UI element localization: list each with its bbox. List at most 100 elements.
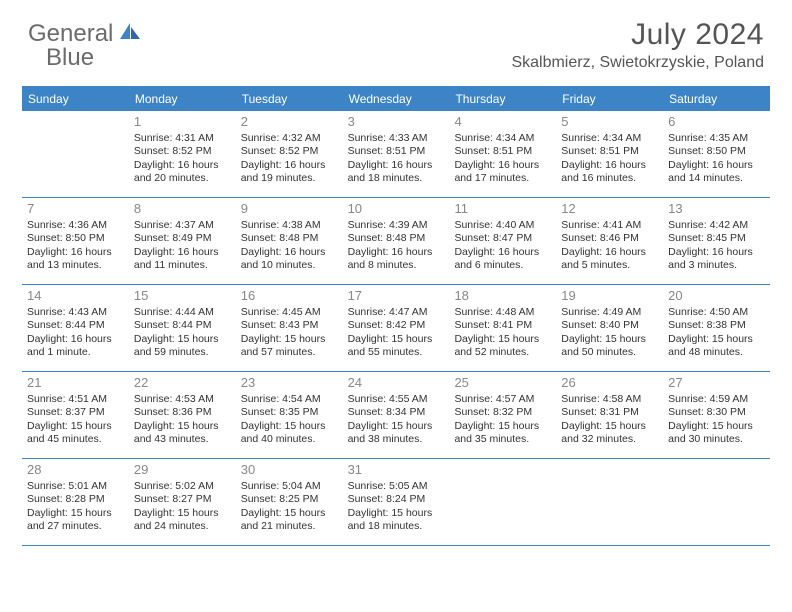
- daylight2-text: and 11 minutes.: [134, 259, 231, 272]
- daylight1-text: Daylight: 16 hours: [134, 159, 231, 172]
- logo-text-wrap: General Blue: [28, 22, 142, 70]
- daylight2-text: and 19 minutes.: [241, 172, 338, 185]
- daylight1-text: Daylight: 16 hours: [241, 159, 338, 172]
- day-cell: 31Sunrise: 5:05 AMSunset: 8:24 PMDayligh…: [343, 459, 450, 545]
- daylight1-text: Daylight: 15 hours: [241, 420, 338, 433]
- day-cell: 19Sunrise: 4:49 AMSunset: 8:40 PMDayligh…: [556, 285, 663, 371]
- sunset-text: Sunset: 8:27 PM: [134, 493, 231, 506]
- sunrise-text: Sunrise: 4:34 AM: [561, 132, 658, 145]
- daylight1-text: Daylight: 16 hours: [561, 246, 658, 259]
- daylight1-text: Daylight: 15 hours: [454, 420, 551, 433]
- day-number: 7: [27, 201, 124, 218]
- daylight2-text: and 59 minutes.: [134, 346, 231, 359]
- day-cell: 24Sunrise: 4:55 AMSunset: 8:34 PMDayligh…: [343, 372, 450, 458]
- day-number: 24: [348, 375, 445, 392]
- day-number: 18: [454, 288, 551, 305]
- day-number: 19: [561, 288, 658, 305]
- day-cell: [663, 459, 770, 545]
- daylight2-text: and 57 minutes.: [241, 346, 338, 359]
- daylight1-text: Daylight: 16 hours: [348, 159, 445, 172]
- day-cell: [449, 459, 556, 545]
- weekday-sunday: Sunday: [22, 87, 129, 111]
- day-cell: 17Sunrise: 4:47 AMSunset: 8:42 PMDayligh…: [343, 285, 450, 371]
- day-number: 3: [348, 114, 445, 131]
- day-cell: 14Sunrise: 4:43 AMSunset: 8:44 PMDayligh…: [22, 285, 129, 371]
- day-number: 20: [668, 288, 765, 305]
- day-number: 4: [454, 114, 551, 131]
- sunset-text: Sunset: 8:25 PM: [241, 493, 338, 506]
- daylight1-text: Daylight: 15 hours: [348, 507, 445, 520]
- day-number: 12: [561, 201, 658, 218]
- daylight2-text: and 30 minutes.: [668, 433, 765, 446]
- day-number: 25: [454, 375, 551, 392]
- sunrise-text: Sunrise: 4:37 AM: [134, 219, 231, 232]
- daylight2-text: and 3 minutes.: [668, 259, 765, 272]
- sunset-text: Sunset: 8:38 PM: [668, 319, 765, 332]
- day-cell: 7Sunrise: 4:36 AMSunset: 8:50 PMDaylight…: [22, 198, 129, 284]
- daylight1-text: Daylight: 15 hours: [561, 333, 658, 346]
- day-number: 28: [27, 462, 124, 479]
- logo-text-blue: Blue: [46, 44, 94, 71]
- sunrise-text: Sunrise: 4:48 AM: [454, 306, 551, 319]
- day-cell: 8Sunrise: 4:37 AMSunset: 8:49 PMDaylight…: [129, 198, 236, 284]
- daylight1-text: Daylight: 15 hours: [27, 420, 124, 433]
- sunrise-text: Sunrise: 4:35 AM: [668, 132, 765, 145]
- daylight1-text: Daylight: 15 hours: [668, 420, 765, 433]
- sunset-text: Sunset: 8:52 PM: [241, 145, 338, 158]
- day-cell: 18Sunrise: 4:48 AMSunset: 8:41 PMDayligh…: [449, 285, 556, 371]
- daylight2-text: and 10 minutes.: [241, 259, 338, 272]
- day-cell: 20Sunrise: 4:50 AMSunset: 8:38 PMDayligh…: [663, 285, 770, 371]
- day-number: 27: [668, 375, 765, 392]
- day-number: 6: [668, 114, 765, 131]
- calendar: Sunday Monday Tuesday Wednesday Thursday…: [22, 86, 770, 546]
- daylight1-text: Daylight: 16 hours: [454, 159, 551, 172]
- daylight1-text: Daylight: 15 hours: [241, 333, 338, 346]
- sunrise-text: Sunrise: 4:53 AM: [134, 393, 231, 406]
- day-number: 9: [241, 201, 338, 218]
- sunset-text: Sunset: 8:52 PM: [134, 145, 231, 158]
- sunrise-text: Sunrise: 5:04 AM: [241, 480, 338, 493]
- day-number: 26: [561, 375, 658, 392]
- daylight2-text: and 24 minutes.: [134, 520, 231, 533]
- day-cell: 10Sunrise: 4:39 AMSunset: 8:48 PMDayligh…: [343, 198, 450, 284]
- sunrise-text: Sunrise: 5:05 AM: [348, 480, 445, 493]
- sunset-text: Sunset: 8:32 PM: [454, 406, 551, 419]
- day-number: 30: [241, 462, 338, 479]
- day-cell: 23Sunrise: 4:54 AMSunset: 8:35 PMDayligh…: [236, 372, 343, 458]
- daylight2-text: and 38 minutes.: [348, 433, 445, 446]
- sunrise-text: Sunrise: 4:33 AM: [348, 132, 445, 145]
- title-block: July 2024 Skalbmierz, Swietokrzyskie, Po…: [511, 18, 764, 72]
- sunrise-text: Sunrise: 4:49 AM: [561, 306, 658, 319]
- day-number: 8: [134, 201, 231, 218]
- sunrise-text: Sunrise: 4:44 AM: [134, 306, 231, 319]
- sunset-text: Sunset: 8:41 PM: [454, 319, 551, 332]
- weekday-tuesday: Tuesday: [236, 87, 343, 111]
- day-number: 16: [241, 288, 338, 305]
- sunrise-text: Sunrise: 4:47 AM: [348, 306, 445, 319]
- logo: General Blue: [28, 22, 142, 70]
- day-cell: 29Sunrise: 5:02 AMSunset: 8:27 PMDayligh…: [129, 459, 236, 545]
- daylight1-text: Daylight: 16 hours: [454, 246, 551, 259]
- day-cell: 9Sunrise: 4:38 AMSunset: 8:48 PMDaylight…: [236, 198, 343, 284]
- daylight2-text: and 17 minutes.: [454, 172, 551, 185]
- daylight2-text: and 21 minutes.: [241, 520, 338, 533]
- day-number: 2: [241, 114, 338, 131]
- day-cell: 26Sunrise: 4:58 AMSunset: 8:31 PMDayligh…: [556, 372, 663, 458]
- daylight1-text: Daylight: 16 hours: [668, 159, 765, 172]
- daylight1-text: Daylight: 15 hours: [348, 420, 445, 433]
- weekday-saturday: Saturday: [663, 87, 770, 111]
- sunrise-text: Sunrise: 4:38 AM: [241, 219, 338, 232]
- day-number: 5: [561, 114, 658, 131]
- sunrise-text: Sunrise: 5:02 AM: [134, 480, 231, 493]
- day-cell: [22, 111, 129, 197]
- day-number: 23: [241, 375, 338, 392]
- sunset-text: Sunset: 8:36 PM: [134, 406, 231, 419]
- header: General Blue July 2024 Skalbmierz, Swiet…: [0, 0, 792, 78]
- sunrise-text: Sunrise: 4:45 AM: [241, 306, 338, 319]
- daylight1-text: Daylight: 15 hours: [668, 333, 765, 346]
- daylight2-text: and 35 minutes.: [454, 433, 551, 446]
- day-number: 10: [348, 201, 445, 218]
- week-row: 28Sunrise: 5:01 AMSunset: 8:28 PMDayligh…: [22, 459, 770, 546]
- day-number: 29: [134, 462, 231, 479]
- weekday-monday: Monday: [129, 87, 236, 111]
